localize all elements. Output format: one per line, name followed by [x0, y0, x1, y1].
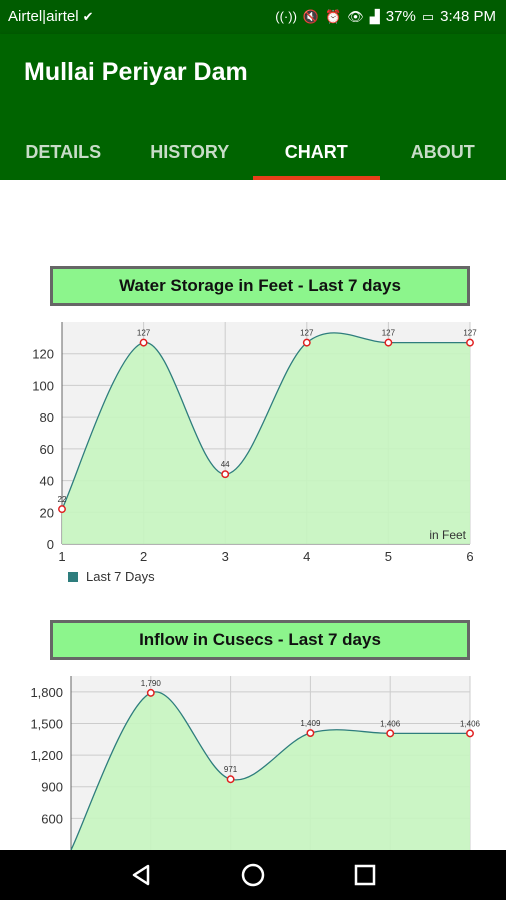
hotspot-icon: ((·)) — [275, 8, 297, 24]
series-area — [71, 691, 470, 850]
data-point — [139, 338, 148, 347]
verified-icon: ✔ — [82, 8, 94, 24]
y-tick-label: 1,500 — [30, 716, 63, 731]
data-label: 127 — [137, 329, 151, 338]
storage-chart-title: Water Storage in Feet - Last 7 days — [50, 266, 470, 306]
y-tick-label: 100 — [32, 378, 54, 393]
data-label: 44 — [221, 460, 230, 469]
mute-icon: 🔇 — [302, 8, 320, 24]
data-label: 971 — [224, 765, 238, 774]
x-tick-label: 2 — [140, 549, 147, 564]
data-point — [221, 470, 230, 479]
tab-chart[interactable]: CHART — [253, 124, 380, 180]
legend-swatch — [68, 572, 78, 582]
data-label: 1,409 — [300, 719, 321, 728]
data-label: 22 — [58, 495, 67, 504]
data-point — [58, 505, 66, 514]
recents-button[interactable] — [350, 860, 380, 890]
y-tick-label: 120 — [32, 347, 54, 362]
series-area — [62, 332, 470, 544]
unit-label: in Feet — [429, 528, 466, 542]
home-button[interactable] — [238, 860, 268, 890]
data-label: 127 — [463, 329, 477, 338]
data-point — [306, 729, 315, 738]
data-point — [466, 338, 474, 347]
y-tick-label: 40 — [40, 474, 54, 489]
y-tick-label: 1,800 — [30, 685, 63, 700]
inflow-chart: 600 900 1,200 1,500 1,800 1,790 971 1,409 1,406 1… — [30, 676, 481, 850]
data-point — [146, 688, 155, 697]
legend-label: Last 7 Days — [86, 569, 155, 584]
tab-history[interactable]: HISTORY — [150, 141, 230, 162]
battery-percent: 37% — [385, 8, 416, 25]
data-label: 127 — [300, 329, 314, 338]
x-tick-label: 5 — [385, 549, 392, 564]
app-bar: Mullai Periyar Dam DETAILS HISTORY CHART… — [0, 34, 506, 180]
status-left: Airtel|airtel ✔ — [8, 8, 94, 25]
y-tick-label: 0 — [47, 537, 54, 552]
battery-icon: ▭ — [421, 8, 435, 24]
data-point — [384, 338, 393, 347]
carrier-label: Airtel|airtel — [8, 8, 79, 25]
x-tick-label: 6 — [466, 549, 473, 564]
status-bar: Airtel|airtel ✔ ((·)) 🔇 ⏰ 👁 ▟ 37% ▭ 3:48… — [0, 0, 506, 34]
clock: 3:48 PM — [440, 8, 496, 25]
y-tick-label: 80 — [40, 410, 54, 425]
data-point — [466, 729, 474, 738]
inflow-chart-title: Inflow in Cusecs - Last 7 days — [50, 620, 470, 660]
y-tick-label: 20 — [40, 505, 54, 520]
y-tick-label: 60 — [40, 442, 54, 457]
data-label: 1,406 — [460, 719, 481, 728]
alarm-icon: ⏰ — [325, 8, 342, 24]
back-button[interactable] — [126, 860, 156, 890]
x-tick-label: 4 — [303, 549, 310, 564]
y-tick-label: 900 — [41, 780, 63, 795]
eye-icon: 👁 — [347, 8, 364, 24]
tab-about[interactable]: ABOUT — [410, 141, 475, 162]
x-tick-label: 1 — [58, 549, 65, 564]
app-title: Mullai Periyar Dam — [24, 58, 248, 86]
storage-chart: 0 20 40 60 80 100 120 1 2 3 4 5 6 22 127 44 127 127 127 in … — [32, 322, 477, 584]
tab-bar: DETAILS HISTORY CHART ABOUT — [0, 124, 506, 180]
data-label: 1,790 — [141, 679, 162, 688]
tab-details[interactable]: DETAILS — [25, 141, 102, 162]
data-point — [302, 338, 311, 347]
data-label: 1,406 — [380, 719, 401, 728]
y-tick-label: 1,200 — [30, 748, 63, 763]
data-point — [386, 729, 395, 738]
data-label: 127 — [382, 329, 396, 338]
y-tick-label: 600 — [41, 811, 63, 826]
signal-icon: ▟ — [369, 8, 380, 24]
navigation-bar — [0, 850, 506, 900]
x-tick-label: 3 — [222, 549, 229, 564]
status-right: ((·)) 🔇 ⏰ 👁 ▟ 37% ▭ 3:48 PM — [275, 8, 496, 25]
data-point — [226, 775, 235, 784]
chart-content[interactable]: Water Storage in Feet - Last 7 days 0 20 4… — [0, 180, 506, 850]
